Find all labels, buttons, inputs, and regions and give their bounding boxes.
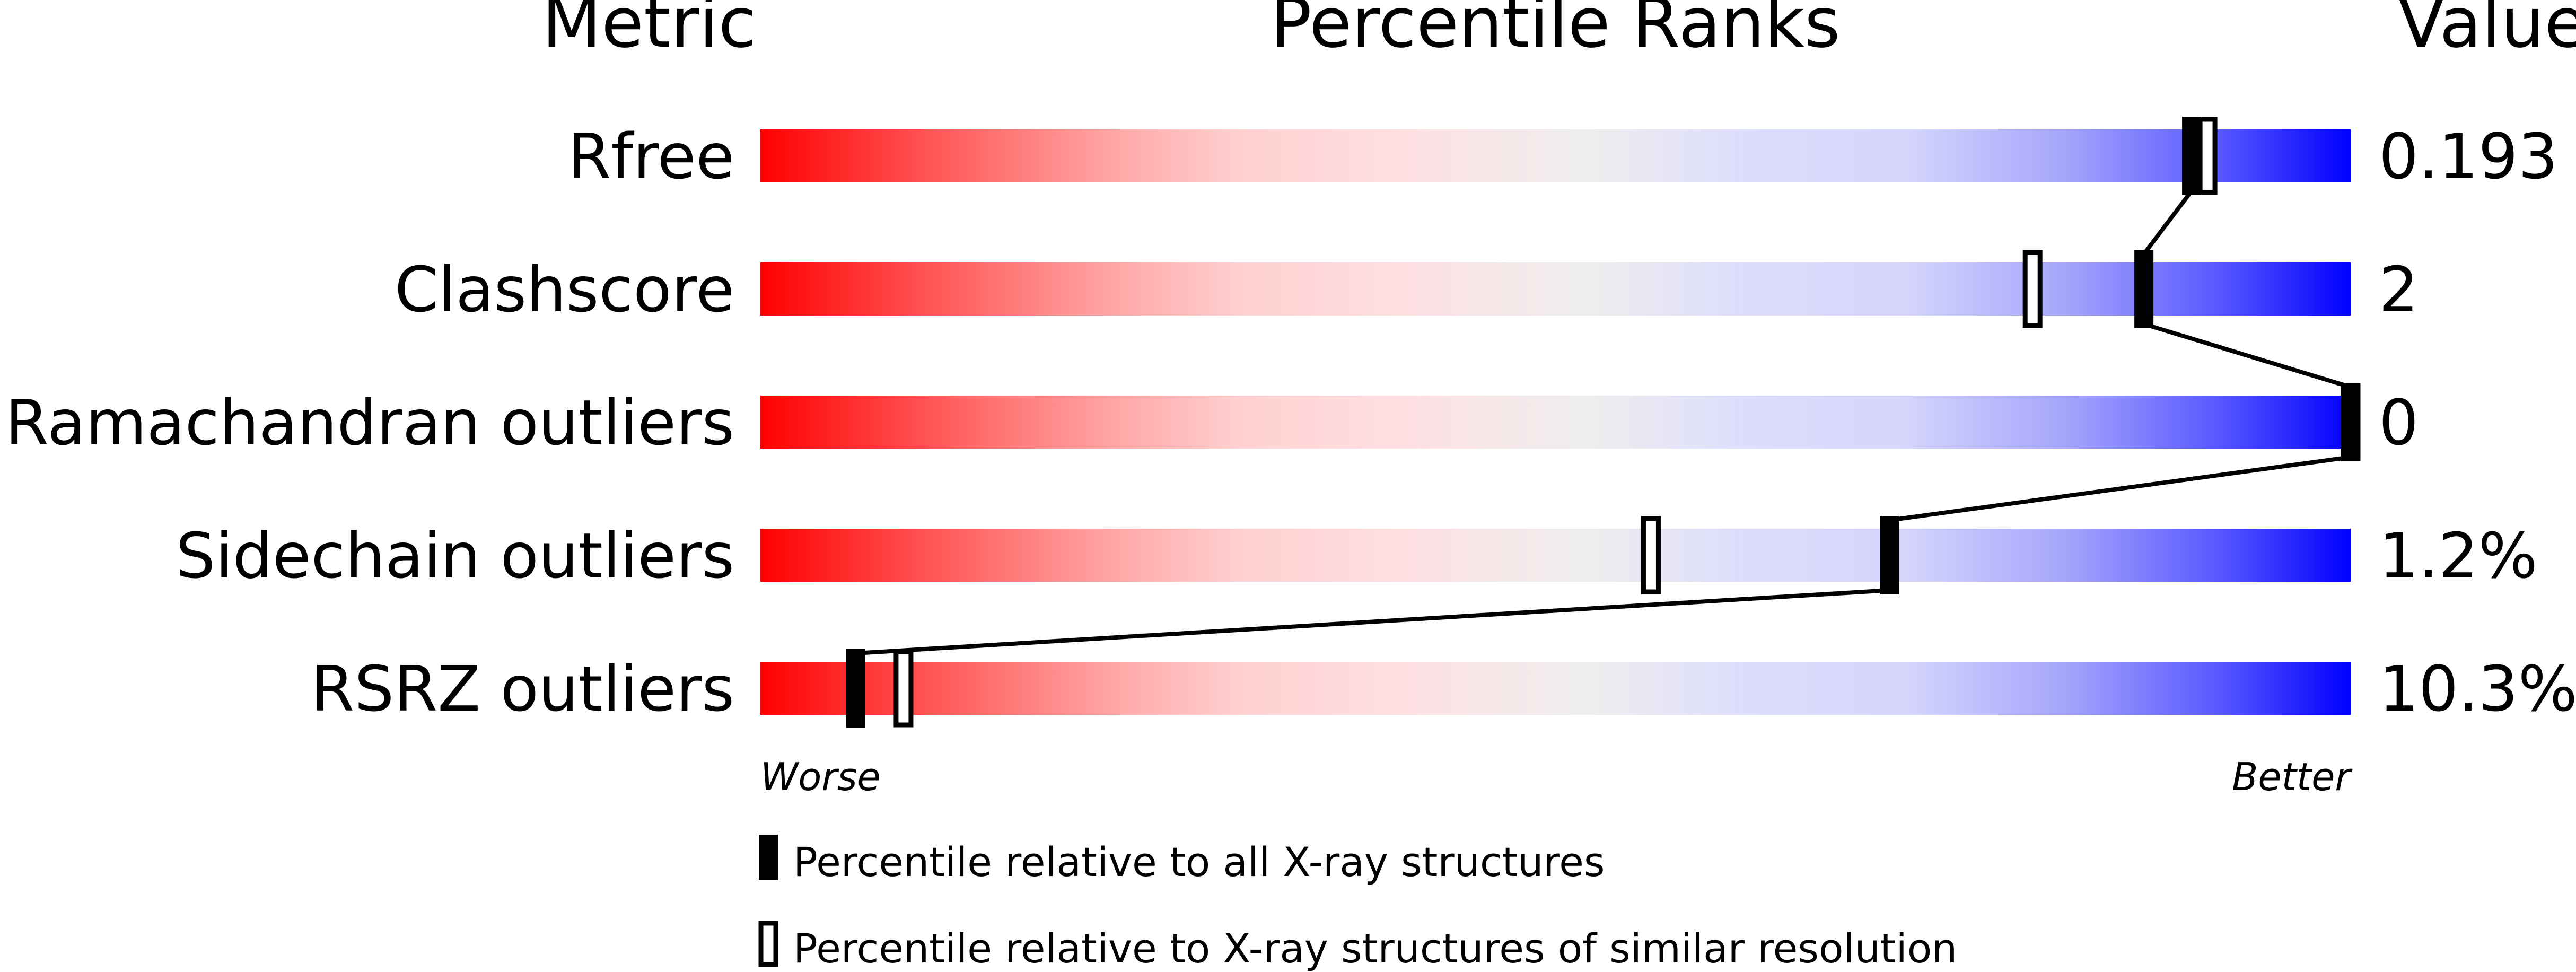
marker-similar-resolution [2022,250,2043,328]
header-value: Value [2398,0,2576,63]
percentile-bar [760,262,2351,316]
metric-value: 0.193 [2379,120,2558,193]
marker-all-xray [2341,383,2360,461]
percentile-bar [760,662,2351,715]
marker-similar-resolution [893,649,914,728]
marker-similar-resolution [2197,117,2218,195]
marker-all-xray [846,649,865,728]
marker-all-xray [2134,250,2154,328]
metric-label: Ramachandran outliers [5,386,734,459]
legend-filled-marker-icon [759,835,778,880]
marker-similar-resolution [1641,516,1661,594]
connector-line [2143,322,2352,389]
axis-worse-label: Worse [760,755,881,799]
legend-entry-all: Percentile relative to all X-ray structu… [793,838,1605,886]
metric-label: Clashscore [395,253,734,326]
marker-all-xray [1880,516,1899,594]
metric-value: 0 [2379,386,2419,459]
metric-value: 10.3% [2379,652,2576,725]
metric-label: Rfree [567,120,734,193]
percentile-bar [760,129,2351,182]
metric-value: 2 [2379,253,2419,326]
marker-all-xray [2182,117,2202,195]
metric-label: RSRZ outliers [311,652,734,725]
connector-line [855,588,1890,655]
header-metric: Metric [542,0,756,63]
metric-label: Sidechain outliers [176,519,734,592]
connector-line [2142,189,2194,256]
percentile-bar [760,396,2351,449]
metric-value: 1.2% [2379,519,2538,592]
chart-title: Percentile Ranks [1270,0,1840,63]
percentile-bar [760,529,2351,582]
connector-line [1889,455,2351,522]
axis-better-label: Better [2232,755,2353,799]
legend-open-marker-icon [758,921,778,967]
legend-entry-similar: Percentile relative to X-ray structures … [793,925,1957,972]
